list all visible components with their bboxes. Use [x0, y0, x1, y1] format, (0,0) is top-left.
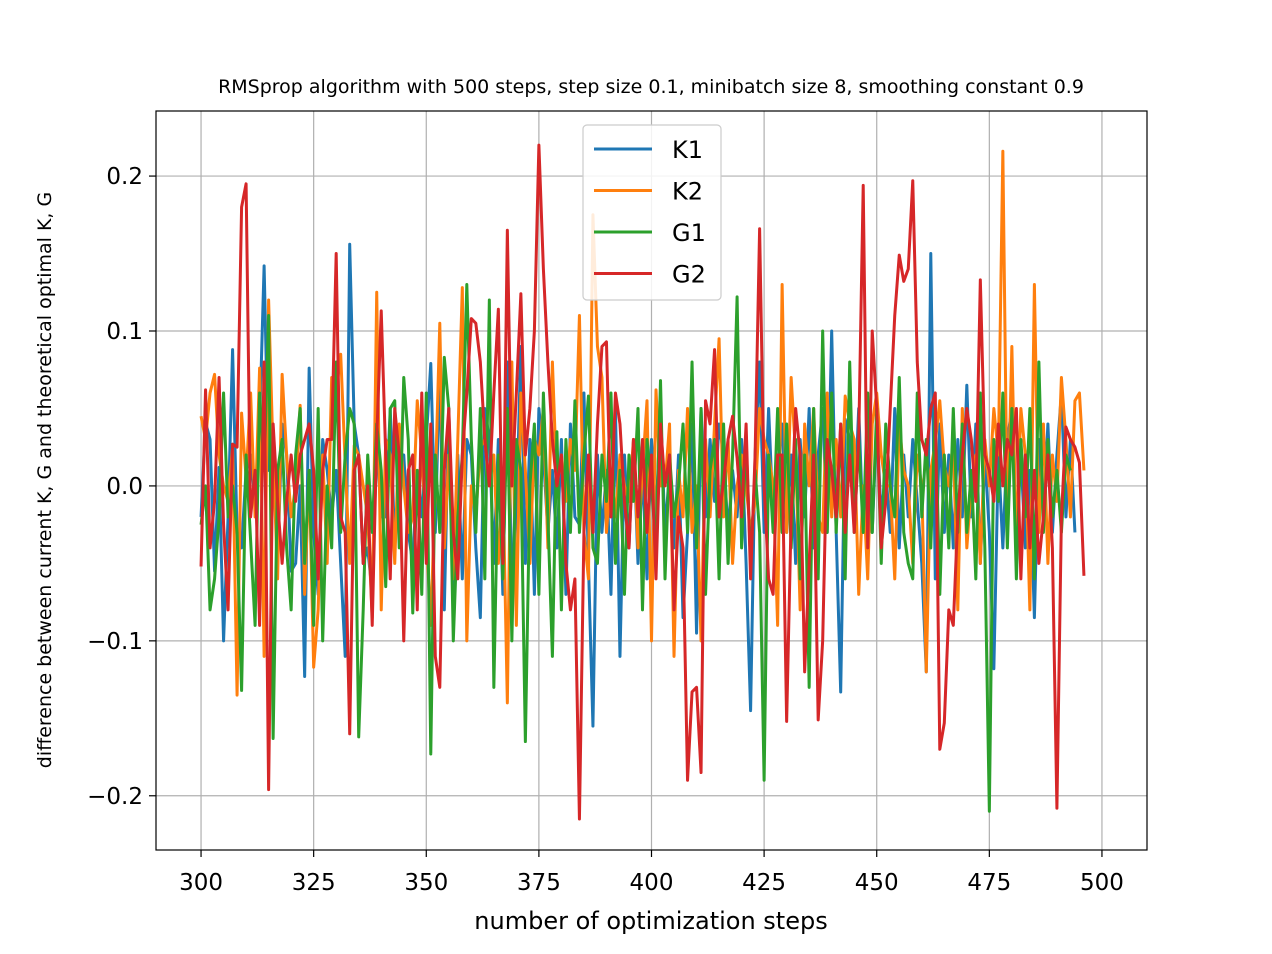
- y-tick-label: 0.0: [106, 474, 143, 500]
- x-tick-label: 300: [179, 870, 223, 896]
- y-tick-label: −0.1: [87, 629, 143, 655]
- x-tick-label: 400: [630, 870, 674, 896]
- x-tick-label: 375: [517, 870, 561, 896]
- series-line-g2: [199, 143, 1086, 821]
- y-tick-label: −0.2: [87, 784, 143, 810]
- series-lines: [199, 143, 1086, 821]
- legend-box: [582, 124, 722, 301]
- chart-title: RMSprop algorithm with 500 steps, step s…: [218, 76, 1084, 98]
- legend-label-g1: G1: [672, 219, 706, 247]
- legend: K1 K2 G1 G2: [582, 124, 722, 301]
- y-tick-label: 0.1: [106, 319, 143, 345]
- x-tick-label: 325: [292, 870, 336, 896]
- y-axis-ticks: −0.2 −0.1 0.0 0.1 0.2: [87, 164, 156, 810]
- x-axis-ticks: 300 325 350 375 400 425 450 475 500: [179, 850, 1124, 896]
- x-tick-label: 425: [742, 870, 786, 896]
- y-axis-label: difference between current K, G and theo…: [34, 192, 56, 768]
- x-tick-label: 350: [404, 870, 448, 896]
- legend-label-k2: K2: [672, 178, 703, 206]
- x-tick-label: 475: [967, 870, 1011, 896]
- y-tick-label: 0.2: [106, 164, 143, 190]
- x-axis-label: number of optimization steps: [474, 907, 827, 935]
- legend-label-k1: K1: [672, 136, 703, 164]
- legend-label-g2: G2: [672, 261, 706, 289]
- x-tick-label: 500: [1080, 870, 1124, 896]
- x-tick-label: 450: [855, 870, 899, 896]
